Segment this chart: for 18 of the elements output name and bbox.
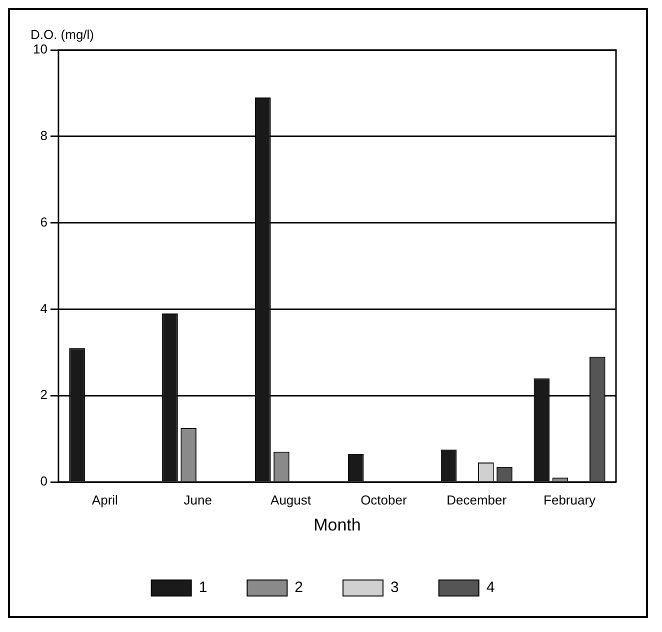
x-tick-label: December <box>446 492 508 508</box>
x-axis-title: Month <box>314 515 361 534</box>
y-tick-label: 10 <box>32 42 48 57</box>
y-tick-label: 2 <box>40 387 48 402</box>
x-tick-label: August <box>270 492 312 508</box>
legend-label: 3 <box>390 579 399 596</box>
x-tick-label: April <box>92 492 118 508</box>
y-axis-title: D.O. (mg/l) <box>30 27 94 42</box>
x-tick-label: June <box>184 492 212 508</box>
y-tick-label: 8 <box>40 128 48 143</box>
y-tick-label: 4 <box>40 300 48 316</box>
y-tick-label: 6 <box>40 214 48 230</box>
y-tick-label: 0 <box>40 474 48 489</box>
legend-label: 1 <box>198 579 208 596</box>
legend-label: 4 <box>486 579 495 596</box>
x-tick-label: October <box>360 492 408 508</box>
legend-label: 2 <box>294 579 303 596</box>
x-tick-label: February <box>544 492 596 508</box>
